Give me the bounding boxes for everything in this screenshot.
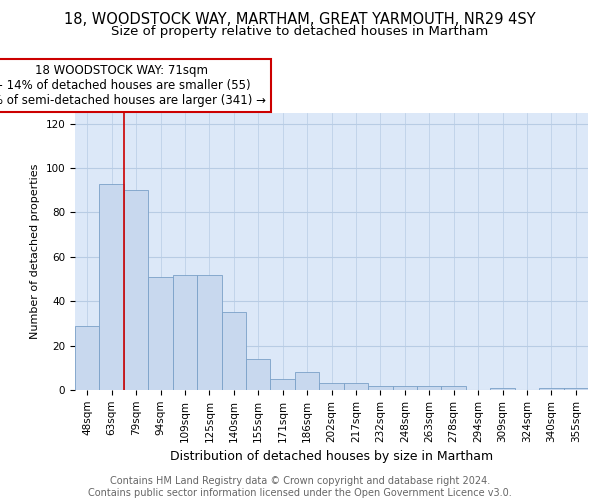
Text: 18, WOODSTOCK WAY, MARTHAM, GREAT YARMOUTH, NR29 4SY: 18, WOODSTOCK WAY, MARTHAM, GREAT YARMOU…	[64, 12, 536, 28]
Bar	[417, 386, 442, 390]
Bar	[295, 372, 319, 390]
Bar	[563, 388, 588, 390]
Bar	[197, 274, 221, 390]
Bar	[319, 384, 344, 390]
Bar	[368, 386, 392, 390]
Bar	[246, 359, 271, 390]
Text: Contains HM Land Registry data © Crown copyright and database right 2024.
Contai: Contains HM Land Registry data © Crown c…	[88, 476, 512, 498]
Text: 18 WOODSTOCK WAY: 71sqm
← 14% of detached houses are smaller (55)
86% of semi-de: 18 WOODSTOCK WAY: 71sqm ← 14% of detache…	[0, 64, 266, 107]
Bar	[75, 326, 100, 390]
Bar	[221, 312, 246, 390]
Bar	[490, 388, 515, 390]
Bar	[392, 386, 417, 390]
X-axis label: Distribution of detached houses by size in Martham: Distribution of detached houses by size …	[170, 450, 493, 463]
Bar	[539, 388, 563, 390]
Bar	[344, 384, 368, 390]
Y-axis label: Number of detached properties: Number of detached properties	[30, 164, 40, 339]
Bar	[173, 274, 197, 390]
Bar	[442, 386, 466, 390]
Bar	[100, 184, 124, 390]
Text: Size of property relative to detached houses in Martham: Size of property relative to detached ho…	[112, 25, 488, 38]
Bar	[271, 379, 295, 390]
Bar	[124, 190, 148, 390]
Bar	[148, 277, 173, 390]
